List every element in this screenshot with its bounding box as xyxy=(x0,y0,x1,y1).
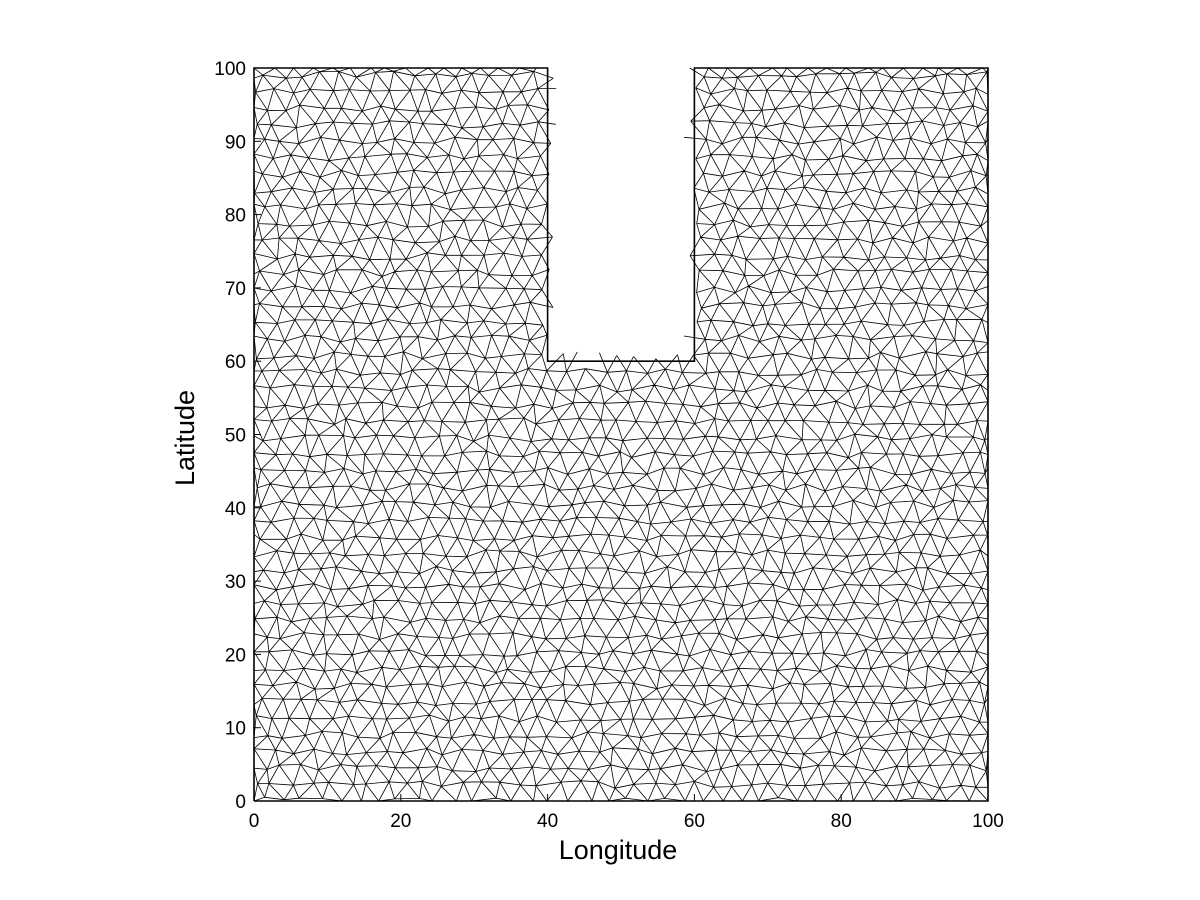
y-tick-label: 60 xyxy=(225,352,246,373)
x-tick-label: 100 xyxy=(972,811,1004,832)
x-axis: 0 20 40 60 80 100 xyxy=(249,794,1004,832)
triangular-mesh xyxy=(253,67,989,802)
y-tick-label: 40 xyxy=(225,499,246,520)
x-tick-label: 80 xyxy=(831,811,852,832)
x-tick-label: 60 xyxy=(684,811,705,832)
x-axis-title: Longitude xyxy=(559,835,678,865)
y-tick-label: 30 xyxy=(225,572,246,593)
x-tick-label: 0 xyxy=(249,811,260,832)
x-tick-label: 20 xyxy=(390,811,411,832)
y-tick-label: 80 xyxy=(225,206,246,227)
y-axis-title: Latitude xyxy=(170,390,200,486)
y-tick-label: 20 xyxy=(225,645,246,666)
y-tick-label: 100 xyxy=(214,59,246,80)
y-tick-label: 90 xyxy=(225,132,246,153)
y-tick-label: 70 xyxy=(225,279,246,300)
y-axis: 0 10 20 30 40 50 60 70 80 90 100 xyxy=(214,59,261,813)
y-tick-label: 10 xyxy=(225,719,246,740)
mesh-edges xyxy=(253,67,989,802)
y-tick-label: 50 xyxy=(225,426,246,447)
domain-boundary xyxy=(253,67,989,802)
x-tick-label: 40 xyxy=(537,811,558,832)
y-tick-label: 0 xyxy=(235,792,246,813)
